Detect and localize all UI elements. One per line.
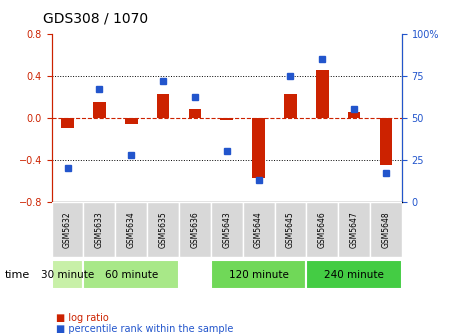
Text: GDS308 / 1070: GDS308 / 1070: [43, 12, 148, 26]
Bar: [93, 102, 106, 118]
Text: GSM5643: GSM5643: [222, 211, 231, 248]
Text: GSM5635: GSM5635: [158, 211, 167, 248]
Text: GSM5647: GSM5647: [350, 211, 359, 248]
Bar: [179, 202, 211, 257]
Bar: [220, 118, 233, 120]
Bar: [306, 202, 338, 257]
Text: GSM5632: GSM5632: [63, 211, 72, 248]
Text: GSM5646: GSM5646: [318, 211, 327, 248]
Bar: [125, 118, 137, 124]
Bar: [189, 109, 201, 118]
Text: ■ percentile rank within the sample: ■ percentile rank within the sample: [56, 324, 233, 334]
Bar: [306, 260, 402, 289]
Text: GSM5648: GSM5648: [382, 211, 391, 248]
Text: time: time: [4, 270, 30, 280]
Bar: [147, 202, 179, 257]
Text: GSM5644: GSM5644: [254, 211, 263, 248]
Text: 60 minute: 60 minute: [105, 270, 158, 280]
Bar: [157, 94, 169, 118]
Bar: [52, 202, 84, 257]
Bar: [274, 202, 306, 257]
Text: ■ log ratio: ■ log ratio: [56, 312, 109, 323]
Bar: [84, 202, 115, 257]
Text: GSM5633: GSM5633: [95, 211, 104, 248]
Bar: [370, 202, 402, 257]
Bar: [338, 202, 370, 257]
Bar: [61, 118, 74, 128]
Bar: [115, 202, 147, 257]
Bar: [348, 112, 361, 118]
Bar: [284, 94, 297, 118]
Text: GSM5636: GSM5636: [190, 211, 199, 248]
Text: GSM5645: GSM5645: [286, 211, 295, 248]
Bar: [242, 202, 274, 257]
Bar: [211, 260, 306, 289]
Text: 30 minute: 30 minute: [41, 270, 94, 280]
Text: 240 minute: 240 minute: [324, 270, 384, 280]
Text: 120 minute: 120 minute: [229, 270, 289, 280]
Bar: [52, 260, 84, 289]
Bar: [211, 202, 242, 257]
Text: GSM5634: GSM5634: [127, 211, 136, 248]
Bar: [316, 70, 329, 118]
Bar: [252, 118, 265, 178]
Bar: [379, 118, 392, 165]
Bar: [84, 260, 179, 289]
